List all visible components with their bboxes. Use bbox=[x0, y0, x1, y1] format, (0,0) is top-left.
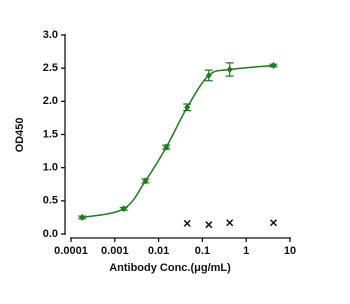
point bbox=[142, 177, 149, 185]
y-tick-label: 3.0 bbox=[43, 29, 58, 41]
x-tick-label: 0.01 bbox=[148, 245, 169, 257]
point bbox=[183, 219, 191, 227]
point bbox=[205, 221, 213, 229]
y-tick-label: 0.0 bbox=[43, 228, 58, 240]
point bbox=[205, 71, 212, 79]
y-tick-label: 1.5 bbox=[43, 128, 58, 140]
point bbox=[184, 103, 191, 111]
y-tick-label: 1.0 bbox=[43, 162, 58, 174]
x-tick-label: 0.1 bbox=[195, 245, 210, 257]
point bbox=[163, 143, 170, 151]
point bbox=[270, 62, 277, 70]
y-tick-label: 2.5 bbox=[43, 62, 58, 74]
point bbox=[269, 219, 278, 227]
fit-curve bbox=[82, 64, 274, 219]
y-tick-label: 0.5 bbox=[43, 195, 58, 207]
y-axis-label: OD450 bbox=[14, 118, 26, 153]
point bbox=[79, 213, 86, 221]
y-tick-label: 2.0 bbox=[43, 95, 58, 107]
x-tick-label: 0.001 bbox=[101, 245, 129, 257]
point bbox=[226, 65, 233, 73]
x-tick-label: 0.0001 bbox=[54, 245, 88, 257]
point bbox=[226, 219, 234, 227]
x-tick-label: 1 bbox=[243, 245, 249, 257]
x-tick-label: 10 bbox=[284, 245, 296, 257]
point bbox=[120, 205, 127, 213]
x-axis-label: Antibody Conc.(μg/mL) bbox=[109, 262, 231, 274]
